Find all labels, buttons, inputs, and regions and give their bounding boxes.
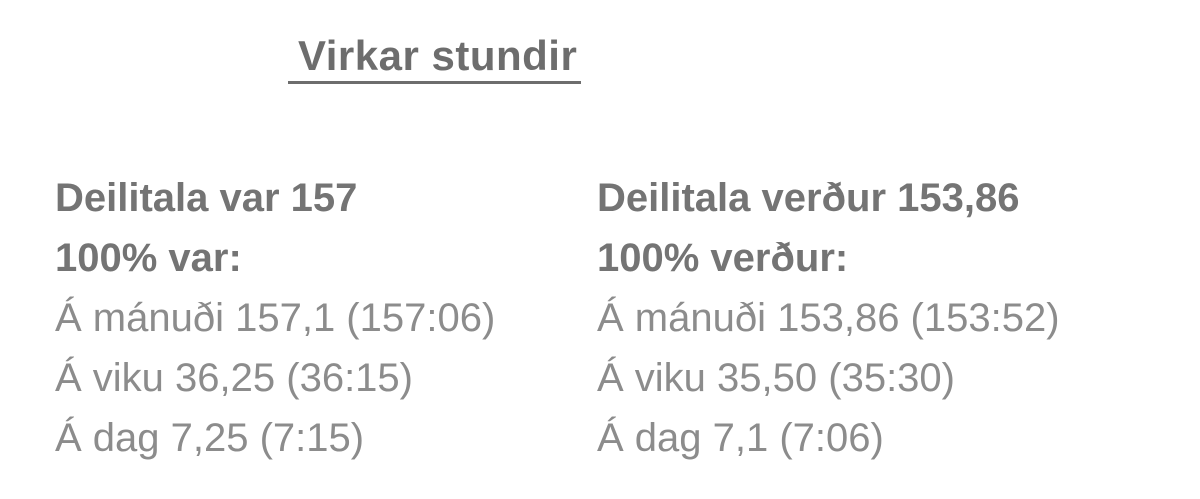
divisor-was-heading: Deilitala var 157 — [55, 176, 358, 221]
per-week-becomes-value: Á viku 35,50 (35:30) — [597, 356, 955, 401]
per-month-becomes-value: Á mánuði 153,86 (153:52) — [597, 296, 1060, 341]
percent-was-heading: 100% var: — [55, 236, 242, 281]
percent-becomes-heading: 100% verður: — [597, 236, 849, 281]
divisor-becomes-heading: Deilitala verður 153,86 — [597, 176, 1020, 221]
per-day-was-value: Á dag 7,25 (7:15) — [55, 416, 365, 461]
column-before: Deilitala var 157 100% var: Á mánuði 157… — [55, 168, 597, 468]
column-after: Deilitala verður 153,86 100% verður: Á m… — [597, 168, 1200, 468]
per-week-was-value: Á viku 36,25 (36:15) — [55, 356, 413, 401]
per-month-was-value: Á mánuði 157,1 (157:06) — [55, 296, 496, 341]
hours-comparison: Deilitala var 157 100% var: Á mánuði 157… — [0, 168, 1200, 468]
page-title: Virkar stundir — [288, 32, 582, 85]
per-day-becomes-value: Á dag 7,1 (7:06) — [597, 416, 884, 461]
